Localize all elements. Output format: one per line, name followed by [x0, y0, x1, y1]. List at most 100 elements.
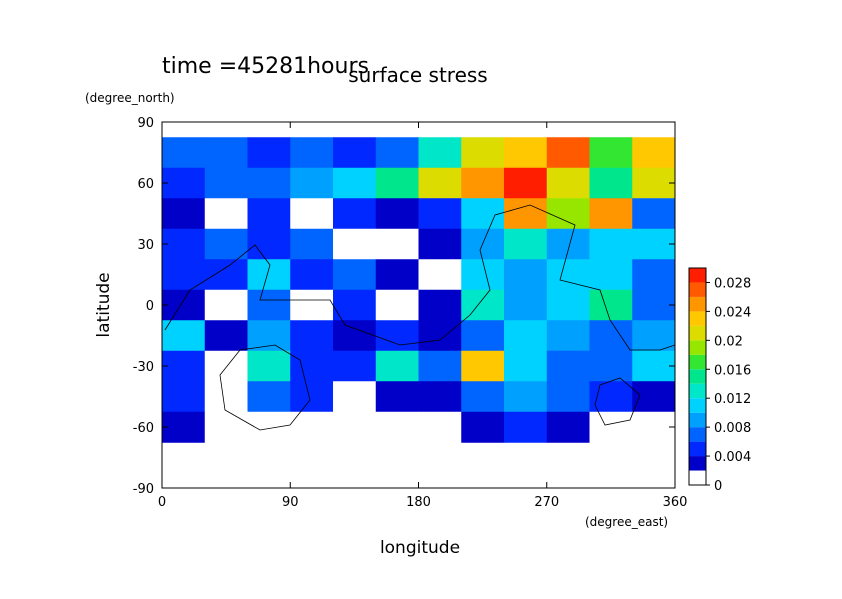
colorbar-swatch: [689, 412, 706, 428]
chart-subtitle: time =45281hours: [162, 54, 369, 79]
cell: [333, 320, 377, 352]
cell: [204, 137, 248, 169]
cell: [204, 350, 248, 382]
cell: [290, 259, 334, 291]
cell: [504, 411, 548, 443]
cell: [204, 259, 248, 291]
cell: [290, 167, 334, 199]
y-tick-label: -90: [133, 482, 154, 497]
cell: [333, 289, 377, 321]
cell: [418, 411, 462, 443]
cell: [461, 137, 505, 169]
cell: [247, 228, 291, 260]
colorbar-swatch: [689, 456, 706, 471]
cell: [418, 228, 462, 260]
field: [162, 137, 676, 443]
cell: [546, 198, 590, 230]
colorbar-tick-label: 0.008: [714, 421, 751, 436]
cell: [204, 320, 248, 352]
cell: [632, 167, 676, 199]
cell: [290, 411, 334, 443]
cell: [461, 289, 505, 321]
colorbar-swatch: [689, 427, 706, 442]
x-tick-label: 0: [158, 495, 166, 510]
cell: [290, 198, 334, 230]
cell: [546, 167, 590, 199]
cell: [461, 411, 505, 443]
cell: [546, 320, 590, 352]
y-tick-label: 30: [137, 238, 154, 253]
cell: [461, 381, 505, 413]
cell: [247, 289, 291, 321]
cell: [546, 381, 590, 413]
colorbar-frame: [688, 267, 707, 486]
cell: [589, 350, 633, 382]
y-tick-label: 60: [137, 177, 154, 192]
cell: [162, 411, 206, 443]
cell: [375, 228, 419, 260]
axes: 0 90 180 270 360 -90 -60 -30 0 30 60 90: [133, 116, 688, 510]
cell: [589, 259, 633, 291]
cell: [162, 198, 206, 230]
cell: [247, 167, 291, 199]
cell: [333, 259, 377, 291]
cell: [333, 350, 377, 382]
cell: [461, 350, 505, 382]
cell: [290, 320, 334, 352]
cell: [290, 289, 334, 321]
cell: [247, 350, 291, 382]
cell: [247, 198, 291, 230]
cell: [162, 167, 206, 199]
cell: [418, 350, 462, 382]
cell: [546, 350, 590, 382]
colorbar-swatch: [689, 383, 706, 399]
colorbar-swatch: [689, 369, 706, 384]
cell: [375, 198, 419, 230]
y-tick-label: -30: [133, 360, 154, 375]
x-axis-label: longitude: [380, 538, 460, 558]
colorbar-tick-label: 0.02: [714, 334, 743, 349]
cell: [162, 137, 206, 169]
cell: [461, 167, 505, 199]
cell: [290, 137, 334, 169]
colorbar-tick-label: 0: [714, 479, 722, 494]
colorbar-swatch: [689, 325, 706, 341]
y-axis-label: latitude: [94, 272, 114, 337]
cell: [461, 198, 505, 230]
cell: [632, 320, 676, 352]
cell: [247, 381, 291, 413]
cell: [162, 350, 206, 382]
cell: [162, 381, 206, 413]
cell: [632, 259, 676, 291]
y-tick-label: -60: [133, 421, 154, 436]
x-tick-label: 90: [282, 495, 299, 510]
cell: [333, 381, 377, 413]
cell: [418, 381, 462, 413]
cell: [589, 137, 633, 169]
cell: [375, 167, 419, 199]
colorbar-swatch: [689, 354, 706, 370]
cell: [375, 411, 419, 443]
coast: [164, 204, 676, 351]
colorbar-tick-label: 0.028: [714, 276, 751, 291]
coast: [594, 377, 641, 426]
cell: [204, 198, 248, 230]
cell: [247, 411, 291, 443]
cell: [589, 198, 633, 230]
cell: [589, 289, 633, 321]
colorbar-swatch: [689, 340, 706, 355]
cell: [375, 381, 419, 413]
cell: [632, 198, 676, 230]
colorbar-tick-label: 0.004: [714, 450, 751, 465]
y-unit: (degree_north): [85, 91, 175, 105]
cell: [204, 167, 248, 199]
coastlines: [164, 204, 676, 431]
chart-title: surface stress: [348, 63, 487, 87]
cell: [546, 411, 590, 443]
cell: [418, 259, 462, 291]
cell: [589, 228, 633, 260]
cell: [504, 289, 548, 321]
colorbar-tick-label: 0.012: [714, 392, 751, 407]
colorbar-swatch: [689, 296, 706, 312]
